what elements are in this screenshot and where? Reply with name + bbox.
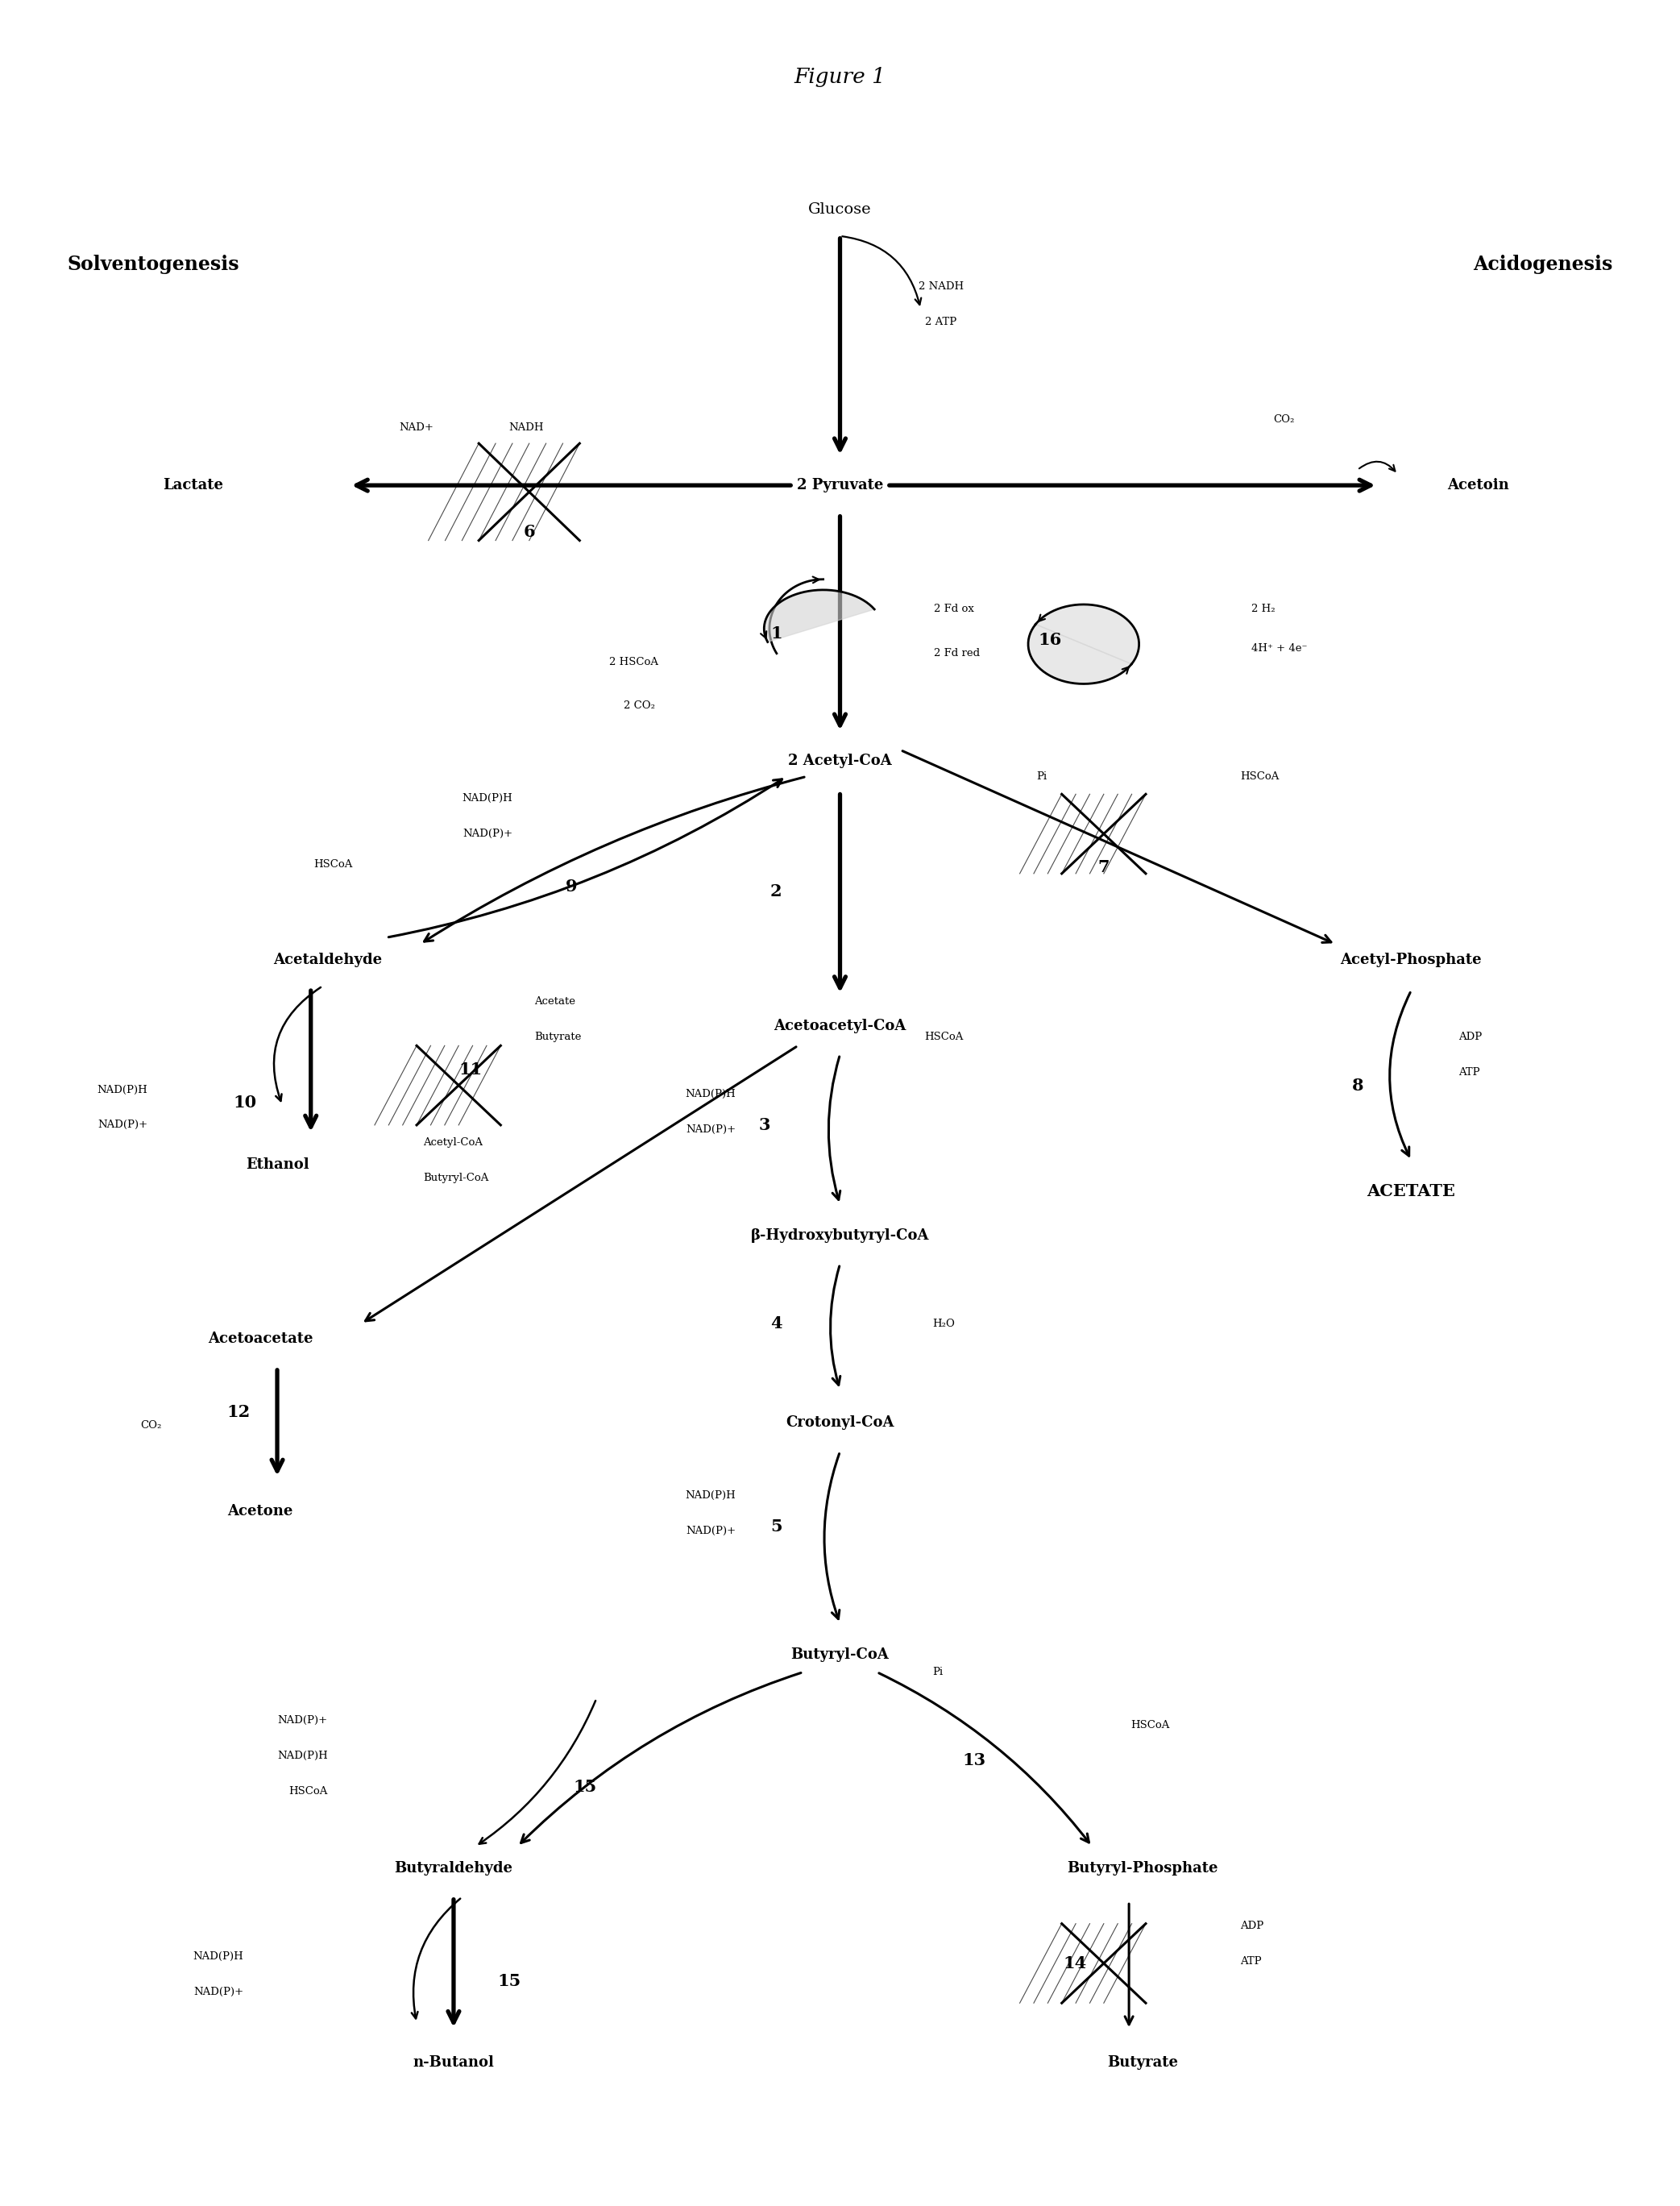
- Text: 10: 10: [234, 1094, 257, 1112]
- Text: Pi: Pi: [932, 1668, 942, 1677]
- Text: NAD(P)+: NAD(P)+: [97, 1121, 148, 1129]
- Text: Crotonyl-CoA: Crotonyl-CoA: [786, 1416, 894, 1429]
- Text: Butyraldehyde: Butyraldehyde: [395, 1862, 512, 1875]
- Text: 7: 7: [1099, 858, 1109, 876]
- Text: 2 H₂: 2 H₂: [1252, 604, 1275, 613]
- Text: NAD(P)H: NAD(P)H: [685, 1491, 736, 1500]
- Text: Acetyl-Phosphate: Acetyl-Phosphate: [1341, 953, 1482, 966]
- Text: Acetyl-CoA: Acetyl-CoA: [423, 1138, 482, 1147]
- Text: Acetate: Acetate: [534, 997, 575, 1006]
- Text: 2 CO₂: 2 CO₂: [623, 702, 655, 710]
- Text: Lactate: Lactate: [163, 479, 223, 492]
- Text: 5: 5: [769, 1518, 783, 1535]
- Text: 11: 11: [459, 1061, 482, 1079]
- Text: NAD(P)+: NAD(P)+: [193, 1988, 244, 1996]
- Text: NAD(P)+: NAD(P)+: [277, 1716, 328, 1725]
- Text: NAD(P)+: NAD(P)+: [462, 829, 512, 838]
- Text: 2 Pyruvate: 2 Pyruvate: [796, 479, 884, 492]
- Text: NAD(P)H: NAD(P)H: [193, 1952, 244, 1961]
- Polygon shape: [1028, 624, 1132, 684]
- Text: 14: 14: [1063, 1955, 1087, 1972]
- Text: Butyryl-Phosphate: Butyryl-Phosphate: [1067, 1862, 1218, 1875]
- Text: 9: 9: [564, 878, 578, 896]
- Text: ADP: ADP: [1458, 1032, 1482, 1041]
- Text: NAD(P)+: NAD(P)+: [685, 1527, 736, 1535]
- Text: 3: 3: [759, 1116, 769, 1134]
- Text: CO₂: CO₂: [139, 1421, 161, 1429]
- Text: HSCoA: HSCoA: [924, 1032, 963, 1041]
- Text: Butyryl-CoA: Butyryl-CoA: [423, 1174, 489, 1182]
- Text: 12: 12: [227, 1403, 250, 1421]
- Text: Acidogenesis: Acidogenesis: [1473, 256, 1613, 274]
- Text: 15: 15: [573, 1778, 596, 1796]
- Text: 6: 6: [522, 523, 536, 540]
- Text: CO₂: CO₂: [1273, 415, 1294, 424]
- Text: HSCoA: HSCoA: [289, 1787, 328, 1796]
- Text: ACETATE: ACETATE: [1368, 1182, 1455, 1200]
- Text: Figure 1: Figure 1: [795, 66, 885, 88]
- Text: 2 Acetyl-CoA: 2 Acetyl-CoA: [788, 754, 892, 768]
- Text: Butyrate: Butyrate: [1107, 2056, 1178, 2069]
- Text: 2 HSCoA: 2 HSCoA: [610, 657, 659, 666]
- Text: Acetoacetyl-CoA: Acetoacetyl-CoA: [774, 1019, 906, 1032]
- Text: n-Butanol: n-Butanol: [413, 2056, 494, 2069]
- Text: HSCoA: HSCoA: [1131, 1721, 1169, 1730]
- Text: 2 Fd red: 2 Fd red: [934, 649, 979, 657]
- Text: Glucose: Glucose: [808, 203, 872, 216]
- Text: 2 NADH: 2 NADH: [919, 282, 963, 291]
- Text: ADP: ADP: [1240, 1921, 1263, 1930]
- Text: 16: 16: [1038, 631, 1062, 649]
- Text: ATP: ATP: [1458, 1068, 1480, 1077]
- Text: NAD+: NAD+: [400, 424, 433, 432]
- Text: 15: 15: [497, 1972, 521, 1990]
- Text: β-Hydroxybutyryl-CoA: β-Hydroxybutyryl-CoA: [751, 1229, 929, 1242]
- Text: 2 Fd ox: 2 Fd ox: [934, 604, 974, 613]
- Text: Ethanol: Ethanol: [245, 1158, 309, 1171]
- Polygon shape: [764, 589, 874, 642]
- Text: Acetoin: Acetoin: [1448, 479, 1509, 492]
- Text: Acetone: Acetone: [227, 1504, 294, 1518]
- Text: HSCoA: HSCoA: [314, 860, 353, 869]
- Text: ATP: ATP: [1240, 1957, 1262, 1966]
- Text: Acetoacetate: Acetoacetate: [208, 1332, 312, 1346]
- Text: NAD(P)H: NAD(P)H: [277, 1752, 328, 1760]
- Text: NAD(P)H: NAD(P)H: [462, 794, 512, 803]
- Text: Pi: Pi: [1037, 772, 1047, 781]
- Text: 2 ATP: 2 ATP: [926, 318, 956, 326]
- Text: NAD(P)+: NAD(P)+: [685, 1125, 736, 1134]
- Text: NAD(P)H: NAD(P)H: [685, 1090, 736, 1099]
- Text: NAD(P)H: NAD(P)H: [97, 1085, 148, 1094]
- Text: 8: 8: [1352, 1077, 1362, 1094]
- Text: Solventogenesis: Solventogenesis: [67, 256, 239, 274]
- Text: 1: 1: [769, 624, 783, 642]
- Text: 4H⁺ + 4e⁻: 4H⁺ + 4e⁻: [1252, 644, 1307, 653]
- Polygon shape: [1035, 604, 1139, 664]
- Text: 2: 2: [769, 882, 783, 900]
- Text: Butyryl-CoA: Butyryl-CoA: [791, 1648, 889, 1661]
- Text: 4: 4: [769, 1315, 783, 1332]
- Text: 13: 13: [963, 1752, 986, 1769]
- Text: HSCoA: HSCoA: [1240, 772, 1280, 781]
- Text: Acetaldehyde: Acetaldehyde: [274, 953, 381, 966]
- Text: H₂O: H₂O: [932, 1319, 954, 1328]
- Text: Butyrate: Butyrate: [534, 1032, 581, 1041]
- Text: NADH: NADH: [509, 424, 543, 432]
